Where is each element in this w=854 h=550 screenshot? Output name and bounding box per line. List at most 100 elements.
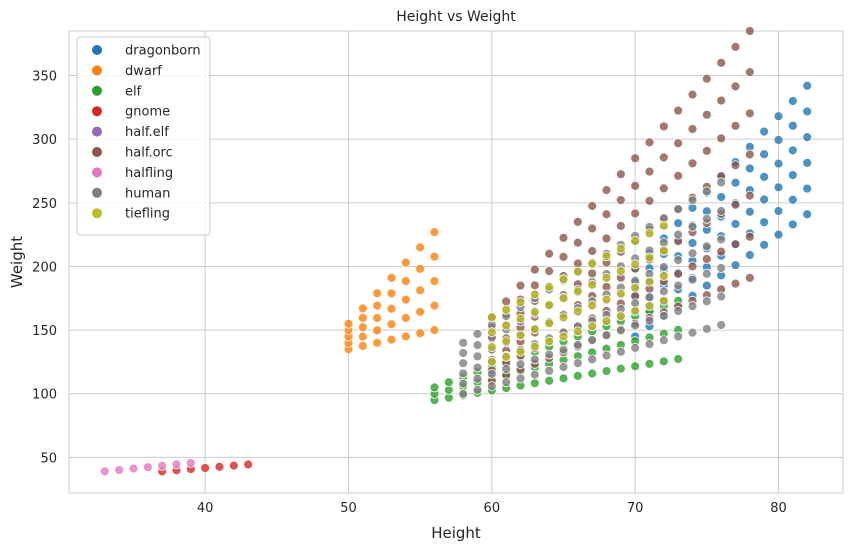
data-point: [601, 209, 612, 220]
data-point: [658, 245, 669, 256]
x-tick-label: 60: [484, 501, 501, 516]
data-point: [716, 234, 727, 245]
data-point: [687, 327, 698, 338]
data-point: [587, 259, 598, 269]
data-point: [744, 190, 755, 201]
data-point: [658, 220, 669, 231]
y-tick-label: 250: [32, 197, 57, 212]
data-point: [773, 206, 784, 216]
data-point: [673, 138, 684, 149]
data-point: [386, 288, 397, 299]
data-point: [658, 356, 669, 367]
data-point: [773, 158, 784, 169]
data-point: [773, 111, 784, 122]
data-point: [787, 170, 798, 180]
data-point: [701, 145, 712, 156]
data-point: [572, 306, 583, 317]
data-point: [644, 315, 655, 326]
legend-marker: [92, 208, 102, 219]
data-point: [458, 378, 469, 389]
data-point: [415, 263, 426, 274]
data-point: [587, 268, 598, 279]
data-point: [673, 280, 684, 291]
data-point: [673, 268, 684, 279]
data-point: [343, 318, 354, 329]
y-axis-label: Weight: [8, 236, 26, 288]
data-point: [716, 246, 727, 257]
data-point: [200, 463, 211, 473]
data-point: [157, 460, 168, 471]
data-point: [458, 368, 469, 379]
data-point: [644, 196, 655, 206]
y-tick-label: 350: [32, 70, 57, 85]
legend-label: elf: [125, 84, 142, 99]
data-point: [544, 248, 555, 259]
y-tick-label: 200: [32, 260, 57, 275]
legend-marker: [92, 147, 102, 157]
data-point: [501, 364, 512, 374]
data-point: [759, 217, 770, 228]
data-point: [529, 289, 540, 300]
data-point: [601, 233, 612, 244]
data-point: [802, 157, 813, 168]
data-point: [716, 320, 727, 330]
data-point: [744, 149, 755, 160]
data-point: [802, 80, 813, 91]
legend-marker: [92, 45, 102, 55]
data-point: [572, 217, 583, 227]
data-point: [687, 261, 698, 272]
legend: dragonborn dwarf elf gnome half.elf half.orc h…: [76, 36, 211, 236]
x-axis-label: Height: [431, 524, 481, 542]
data-point: [615, 221, 626, 231]
data-point: [787, 120, 798, 131]
data-point: [615, 243, 626, 254]
data-point: [730, 239, 741, 250]
data-point: [802, 132, 813, 143]
data-point: [630, 343, 641, 353]
data-point: [472, 362, 483, 373]
series-tiefling: [486, 220, 669, 367]
data-point: [787, 194, 798, 205]
data-point: [501, 377, 512, 388]
data-point: [214, 461, 225, 472]
data-point: [429, 325, 440, 335]
series-dwarf: [343, 227, 440, 355]
data-point: [615, 363, 626, 374]
data-point: [501, 336, 512, 347]
data-point: [458, 358, 469, 369]
legend-label: dwarf: [125, 64, 162, 79]
data-point: [372, 325, 383, 336]
data-point: [773, 135, 784, 145]
data-point: [357, 303, 368, 314]
data-point: [644, 339, 655, 349]
data-point: [630, 320, 641, 331]
data-point: [759, 194, 770, 205]
data-point: [744, 250, 755, 260]
data-point: [630, 236, 641, 246]
data-point: [544, 318, 555, 329]
data-point: [644, 301, 655, 311]
data-point: [658, 152, 669, 163]
data-point: [544, 349, 555, 360]
data-point: [587, 368, 598, 379]
data-point: [357, 312, 368, 323]
legend-marker: [92, 85, 102, 96]
data-point: [415, 306, 426, 317]
data-point: [730, 42, 741, 52]
data-point: [400, 276, 411, 286]
x-tick-label: 40: [197, 501, 214, 516]
data-point: [558, 293, 569, 304]
data-point: [730, 120, 741, 131]
data-point: [630, 153, 641, 164]
data-point: [701, 296, 712, 307]
data-point: [759, 239, 770, 250]
data-point: [744, 26, 755, 36]
data-point: [644, 358, 655, 369]
data-point: [658, 295, 669, 306]
data-point: [357, 322, 368, 333]
series-halfling: [99, 458, 196, 477]
data-point: [673, 218, 684, 229]
data-point: [744, 273, 755, 283]
data-point: [716, 206, 727, 216]
